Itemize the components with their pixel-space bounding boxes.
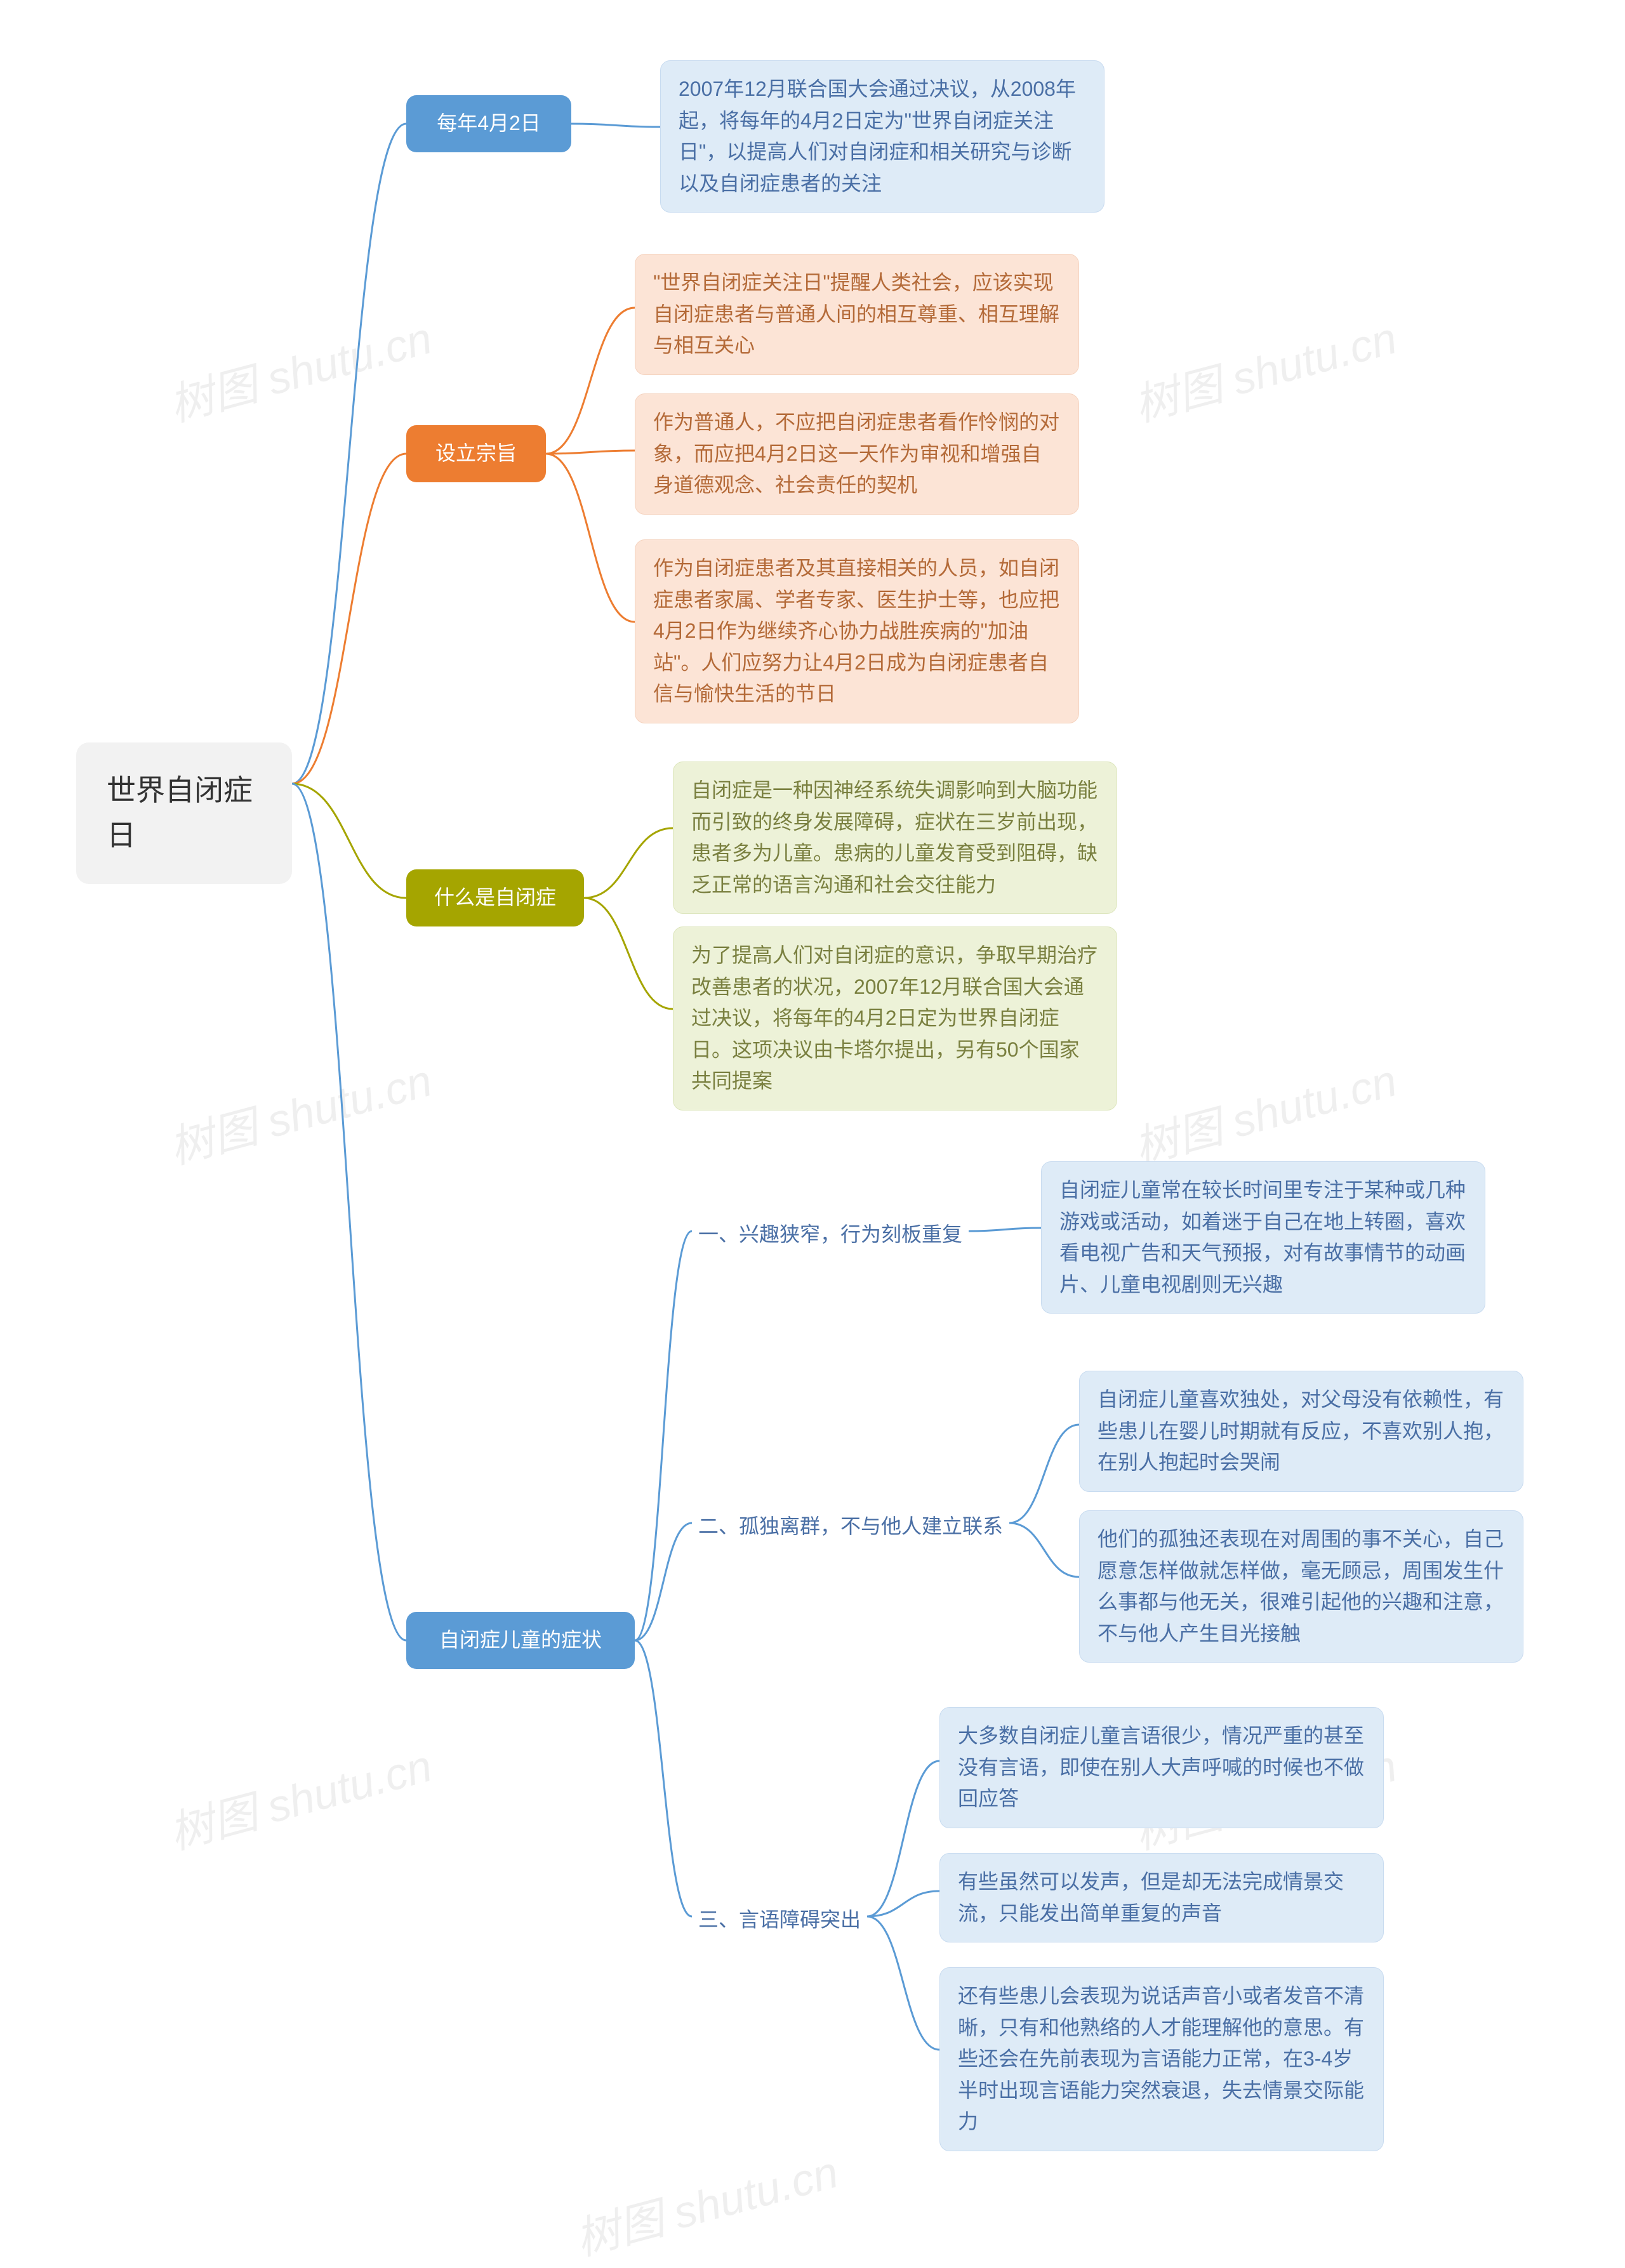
sublabel-b4-2: 三、言语障碍突出 bbox=[698, 1904, 861, 1933]
leaf-b4-2-2: 还有些患儿会表现为说话声音小或者发音不清晰，只有和他熟络的人才能理解他的意思。有… bbox=[939, 1967, 1384, 2151]
mindmap-canvas: 世界自闭症日 每年4月2日 2007年12月联合国大会通过决议，从2008年起，将每… bbox=[0, 0, 1625, 2218]
leaf-b2-2: 作为自闭症患者及其直接相关的人员，如自闭症患者家属、学者专家、医生护士等，也应把… bbox=[635, 539, 1079, 723]
branch-b2: 设立宗旨 bbox=[406, 425, 546, 482]
leaf-b1-0: 2007年12月联合国大会通过决议，从2008年起，将每年的4月2日定为"世界自… bbox=[660, 60, 1104, 213]
leaf-b4-0-0: 自闭症儿童常在较长时间里专注于某种或几种游戏或活动，如着迷于自己在地上转圈，喜欢… bbox=[1041, 1161, 1485, 1314]
root-node: 世界自闭症日 bbox=[76, 742, 292, 884]
leaf-b4-2-1: 有些虽然可以发声，但是却无法完成情景交流，只能发出简单重复的声音 bbox=[939, 1853, 1384, 1942]
sublabel-b4-0: 一、兴趣狭窄，行为刻板重复 bbox=[698, 1218, 962, 1248]
leaf-b3-0: 自闭症是一种因神经系统失调影响到大脑功能而引致的终身发展障碍，症状在三岁前出现，… bbox=[673, 761, 1117, 914]
sublabel-b4-1: 二、孤独离群，不与他人建立联系 bbox=[698, 1510, 1003, 1539]
branch-b4: 自闭症儿童的症状 bbox=[406, 1612, 635, 1669]
leaf-b4-1-0: 自闭症儿童喜欢独处，对父母没有依赖性，有些患儿在婴儿时期就有反应，不喜欢别人抱，… bbox=[1079, 1371, 1523, 1492]
branch-b3: 什么是自闭症 bbox=[406, 869, 584, 926]
leaf-b3-1: 为了提高人们对自闭症的意识，争取早期治疗改善患者的状况，2007年12月联合国大… bbox=[673, 926, 1117, 1111]
branch-b1: 每年4月2日 bbox=[406, 95, 571, 152]
leaf-b4-2-0: 大多数自闭症儿童言语很少，情况严重的甚至没有言语，即使在别人大声呼喊的时候也不做… bbox=[939, 1707, 1384, 1828]
leaf-b4-1-1: 他们的孤独还表现在对周围的事不关心，自己愿意怎样做就怎样做，毫无顾忌，周围发生什… bbox=[1079, 1510, 1523, 1663]
leaf-b2-0: "世界自闭症关注日"提醒人类社会，应该实现自闭症患者与普通人间的相互尊重、相互理… bbox=[635, 254, 1079, 375]
leaf-b2-1: 作为普通人，不应把自闭症患者看作怜悯的对象，而应把4月2日这一天作为审视和增强自… bbox=[635, 393, 1079, 515]
